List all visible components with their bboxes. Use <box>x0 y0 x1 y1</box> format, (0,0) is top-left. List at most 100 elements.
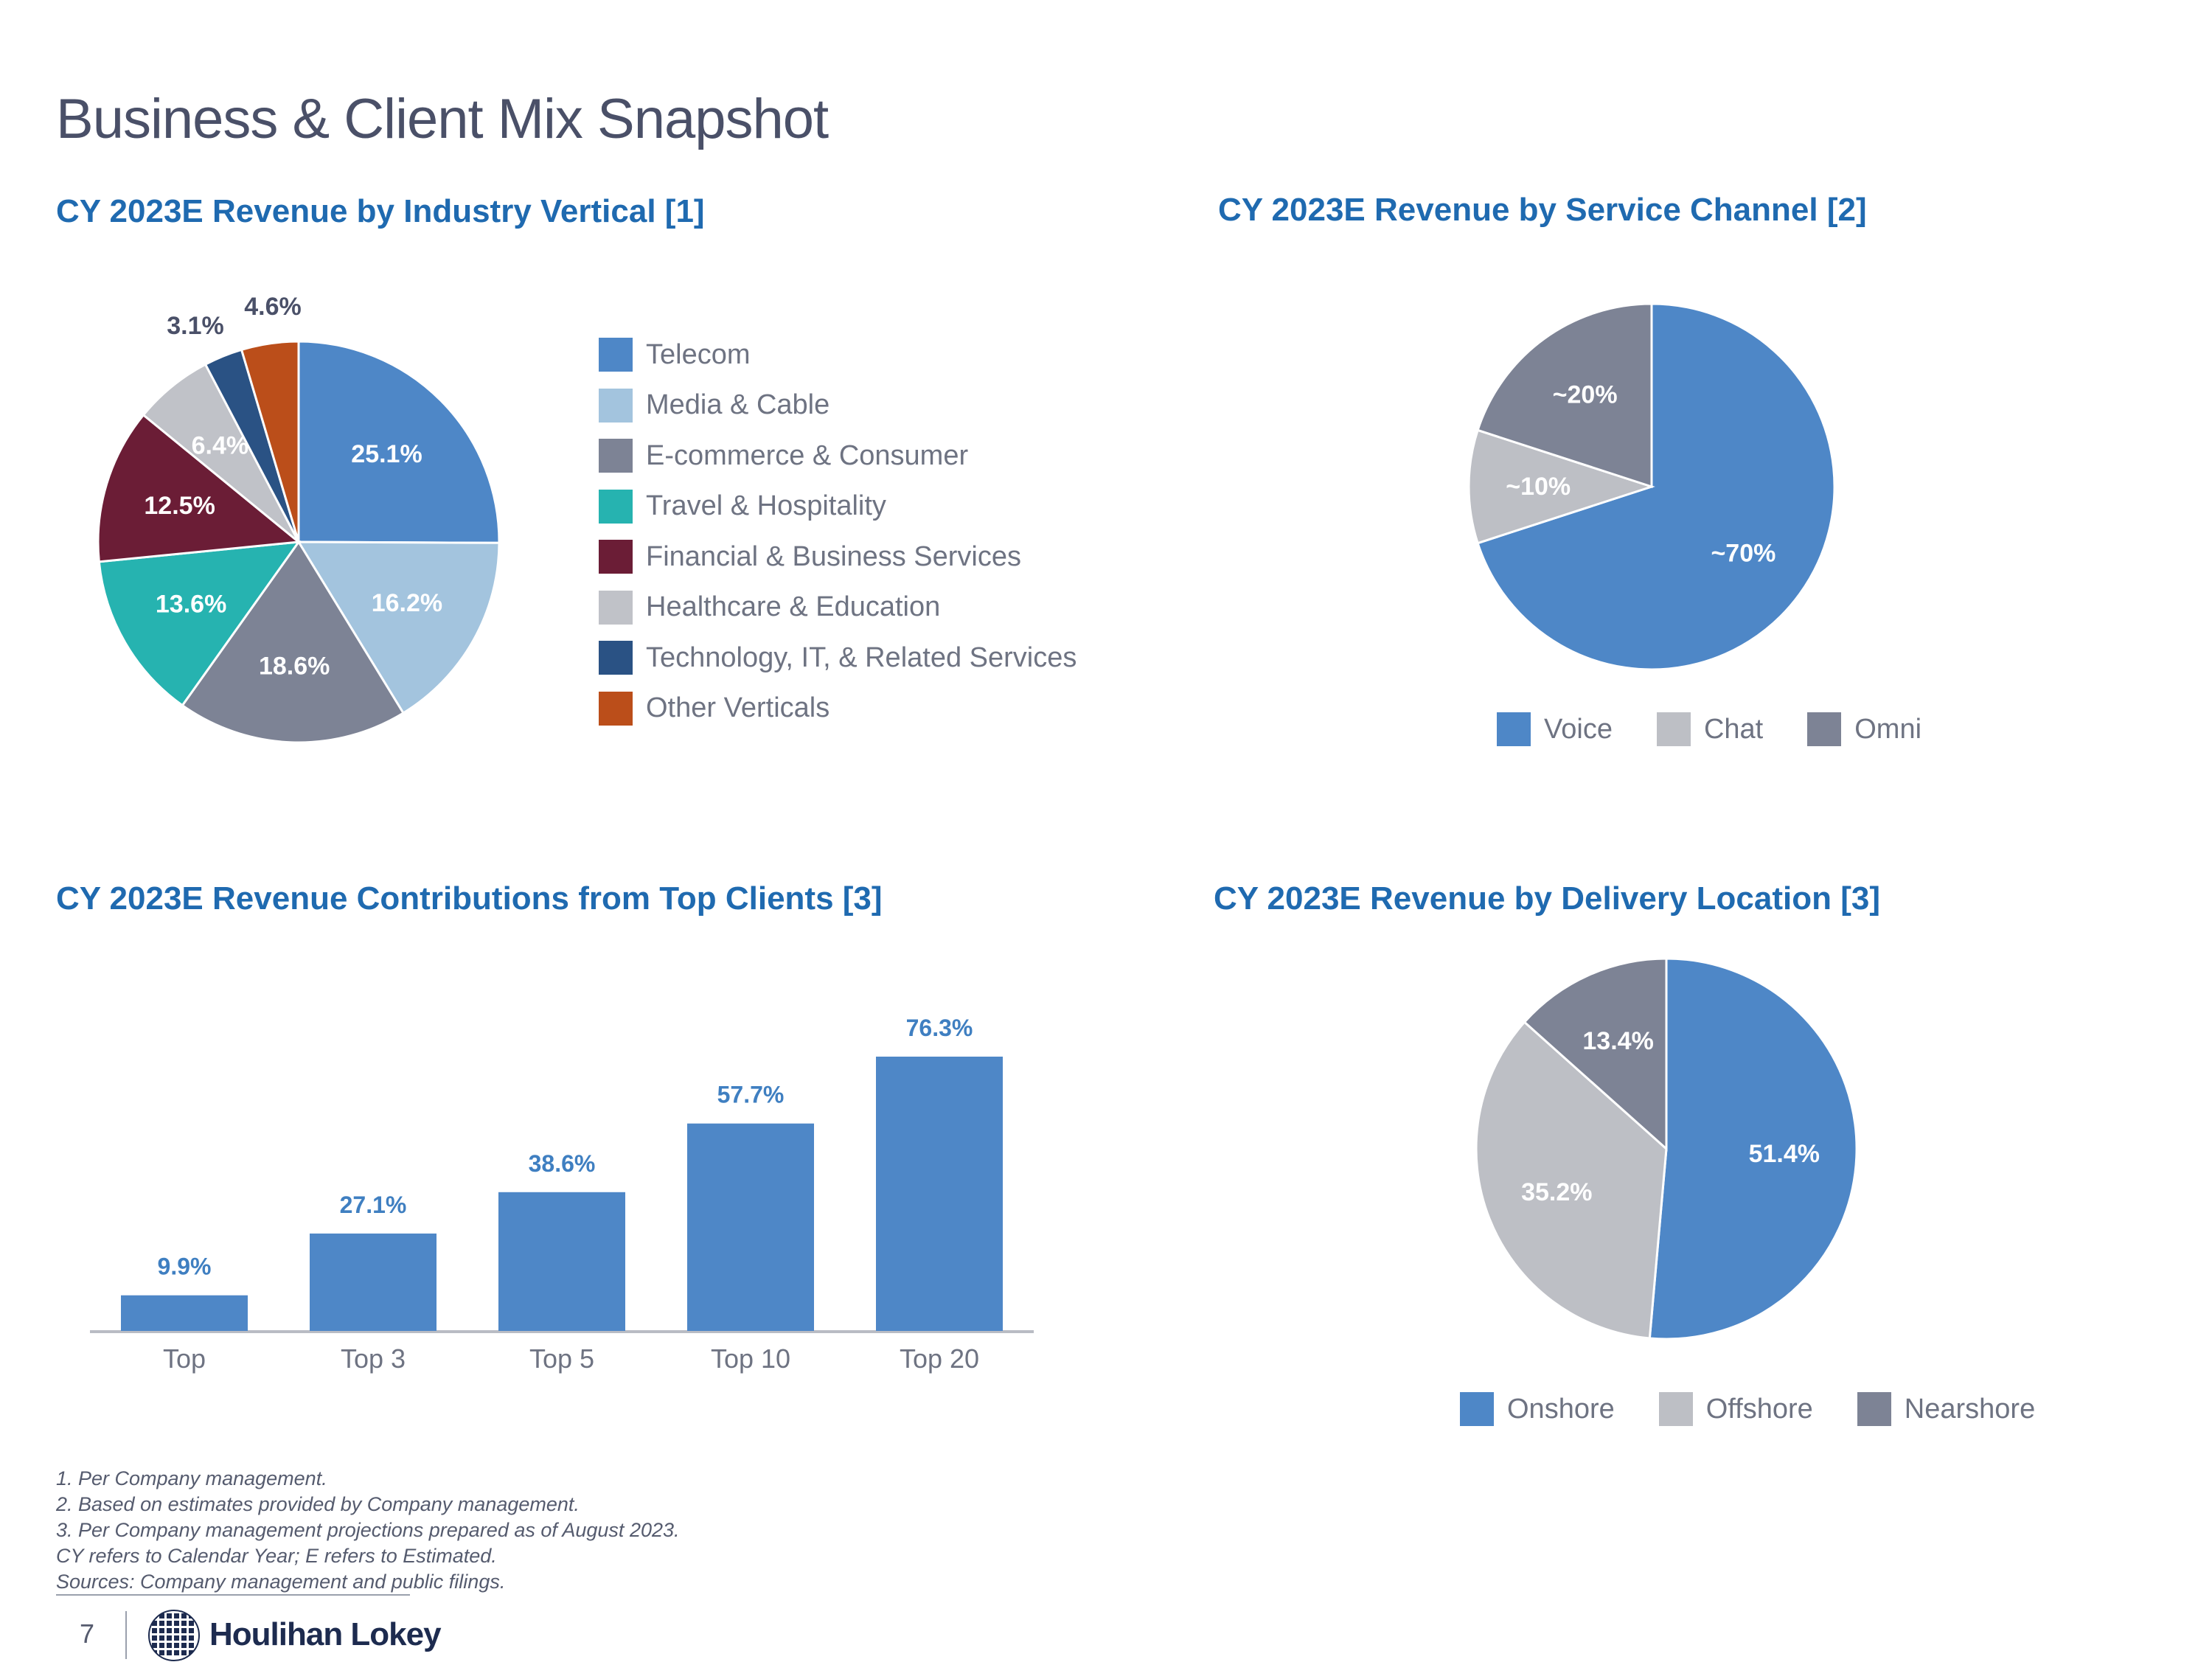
legend-swatch <box>1656 712 1691 746</box>
legend-item: E-commerce & Consumer <box>599 439 1077 473</box>
legend-swatch <box>599 489 633 524</box>
footnote: CY refers to Calendar Year; E refers to … <box>56 1545 497 1567</box>
pie-slice <box>97 540 302 707</box>
legend-item: Financial & Business Services <box>599 540 1077 574</box>
footer-divider <box>125 1611 127 1659</box>
pie-slice-label: 4.6% <box>244 293 302 321</box>
legend-label: Financial & Business Services <box>646 540 1021 572</box>
footnote: 1. Per Company management. <box>56 1467 327 1489</box>
legend-swatch <box>1857 1392 1891 1426</box>
legend-item: Technology, IT, & Related Services <box>599 641 1077 675</box>
legend-label: Offshore <box>1705 1393 1813 1425</box>
legend-label: Voice <box>1544 713 1613 745</box>
legend-item: Other Verticals <box>599 691 1077 726</box>
pie-slice <box>97 413 302 563</box>
pie-slice-label: 25.1% <box>351 440 422 468</box>
legend-item: Chat <box>1656 712 1764 746</box>
bar <box>310 1233 437 1331</box>
legend-item: Nearshore <box>1857 1392 2035 1426</box>
industry-legend: Telecom Media & Cable E-commerce & Consume… <box>599 338 1077 726</box>
pie-slice-label: ~20% <box>1553 381 1618 409</box>
pie-slice-label: 3.1% <box>167 312 224 340</box>
pie-slice <box>1467 428 1655 545</box>
bar-value-label: 27.1% <box>340 1192 407 1218</box>
location-chart-title: CY 2023E Revenue by Delivery Location [3… <box>1214 880 1880 917</box>
legend-label: Telecom <box>646 338 751 370</box>
pie-slice <box>1476 302 1653 489</box>
bar <box>121 1295 248 1331</box>
pie-slice-label: 18.6% <box>259 653 330 681</box>
legend-item: Telecom <box>599 338 1077 372</box>
pie-slice <box>181 540 406 744</box>
pie-slice-label: 16.2% <box>372 589 442 617</box>
bar <box>876 1057 1003 1331</box>
pie-slice-label: 12.5% <box>144 492 215 520</box>
legend-swatch <box>599 691 633 726</box>
industry-pie-chart: 25.1% 16.2% 18.6% 13.6% 12.5% 6.4% 3.1% 4.6% <box>97 293 501 744</box>
brand-name: Houlihan Lokey <box>209 1616 442 1652</box>
legend-swatch <box>1497 712 1531 746</box>
legend-swatch <box>1658 1392 1693 1426</box>
x-tick-label: Top 3 <box>341 1343 406 1374</box>
footnote: Sources: Company management and public f… <box>56 1571 506 1593</box>
x-tick-label: Top 20 <box>900 1343 979 1374</box>
legend-label: Onshore <box>1507 1393 1615 1425</box>
pie-slice <box>296 540 501 715</box>
legend-item: Travel & Hospitality <box>599 489 1077 524</box>
bar-value-label: 9.9% <box>158 1254 212 1280</box>
bar-value-label: 38.6% <box>529 1150 596 1177</box>
legend-swatch <box>599 439 633 473</box>
pie-slice-label: ~70% <box>1711 539 1775 567</box>
pie-slice-label: ~10% <box>1506 473 1571 501</box>
channel-chart-title: CY 2023E Revenue by Service Channel [2] <box>1218 192 1867 228</box>
pie-slice-label: 51.4% <box>1749 1140 1820 1168</box>
pie-slice <box>1523 957 1668 1152</box>
footnote: 3. Per Company management projections pr… <box>56 1519 680 1541</box>
legend-item: Offshore <box>1658 1392 1813 1426</box>
legend-label: Healthcare & Education <box>646 591 941 622</box>
legend-label: Chat <box>1703 713 1764 745</box>
legend-swatch <box>599 540 633 574</box>
industry-chart-title: CY 2023E Revenue by Industry Vertical [1… <box>56 193 705 229</box>
clients-chart-title: CY 2023E Revenue Contributions from Top … <box>56 880 883 917</box>
location-legend: Onshore Offshore Nearshore <box>1460 1392 2079 1426</box>
pie-slice <box>1648 957 1858 1341</box>
pie-slice <box>1475 1021 1668 1340</box>
legend-item: Omni <box>1807 712 1921 746</box>
channel-pie-chart: ~70% ~10% ~20% <box>1467 302 1836 671</box>
pie-slice <box>1476 302 1836 671</box>
footnotes: 1. Per Company management. 2. Based on e… <box>56 1466 680 1595</box>
channel-legend: Voice Chat Omni <box>1497 712 1966 746</box>
legend-label: Omni <box>1854 713 1922 745</box>
footnote: 2. Based on estimates provided by Compan… <box>56 1493 580 1515</box>
legend-item: Media & Cable <box>599 388 1077 423</box>
legend-label: Media & Cable <box>646 389 830 420</box>
location-pie-chart: 51.4% 35.2% 13.4% <box>1475 957 1858 1341</box>
bar <box>498 1192 625 1331</box>
pie-slice-label: 13.4% <box>1582 1027 1653 1055</box>
globe-logo-icon <box>148 1610 200 1661</box>
legend-swatch <box>1807 712 1842 746</box>
bar <box>687 1123 814 1331</box>
pie-slice <box>297 340 501 544</box>
legend-label: Technology, IT, & Related Services <box>646 641 1077 673</box>
legend-label: Nearshore <box>1904 1393 2036 1425</box>
legend-swatch <box>599 641 633 675</box>
x-tick-label: Top <box>163 1343 206 1374</box>
legend-swatch <box>599 590 633 625</box>
pie-slice-label: 13.6% <box>156 591 226 619</box>
pie-slice <box>240 340 300 543</box>
pie-slice-label: 35.2% <box>1521 1178 1592 1206</box>
bar-value-label: 76.3% <box>906 1015 973 1041</box>
legend-swatch <box>1460 1392 1494 1426</box>
page-number: 7 <box>80 1618 95 1649</box>
page-title: Business & Client Mix Snapshot <box>56 88 829 150</box>
legend-label: Travel & Hospitality <box>646 490 886 521</box>
legend-item: Onshore <box>1460 1392 1615 1426</box>
legend-label: Other Verticals <box>646 692 830 723</box>
bar-value-label: 57.7% <box>717 1082 785 1108</box>
legend-item: Healthcare & Education <box>599 590 1077 625</box>
legend-swatch <box>599 388 633 423</box>
clients-bar-chart: 9.9% Top 27.1% Top 3 38.6% Top 5 57.7% Top 10 76… <box>90 1015 1034 1374</box>
pie-slice-label: 6.4% <box>192 431 249 459</box>
